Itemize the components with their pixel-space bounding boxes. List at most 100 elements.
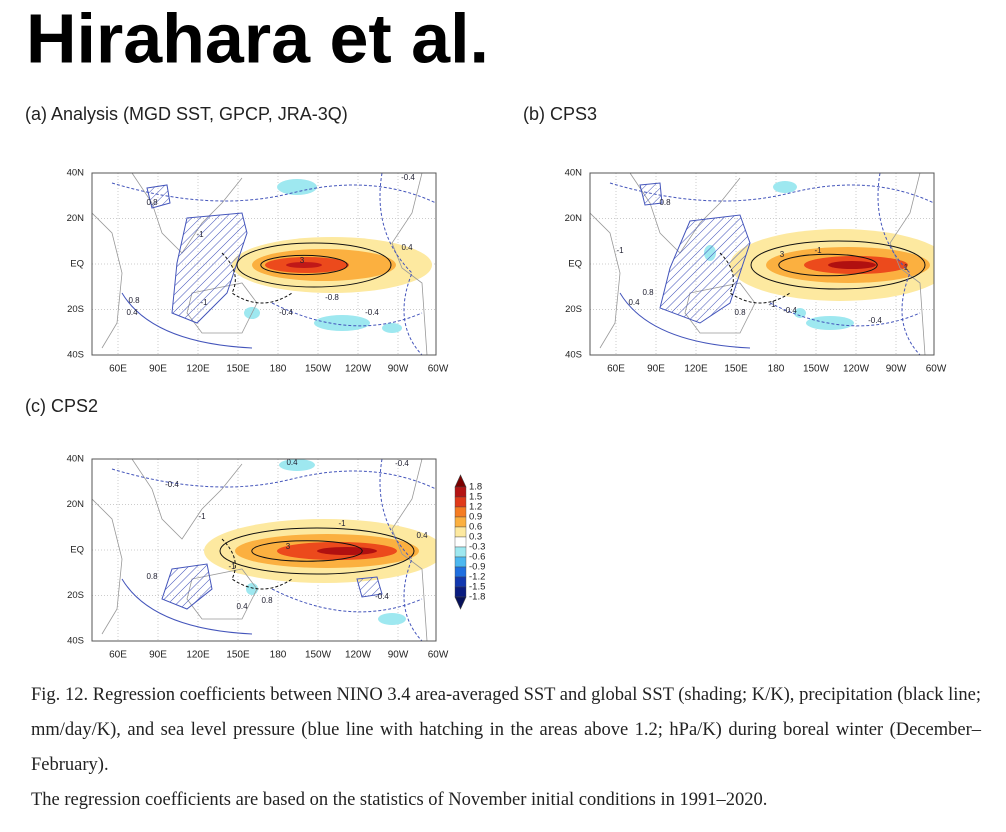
precip-contour <box>778 253 878 277</box>
lon-label: 180 <box>270 364 287 375</box>
lat-label: EQ <box>70 545 84 556</box>
colorbar-label: -1.2 <box>469 572 485 583</box>
contour-label: -0.4 <box>375 592 389 601</box>
lat-label: 20N <box>565 213 583 224</box>
lon-label: 90W <box>388 364 409 375</box>
slp-contour <box>769 302 921 327</box>
figure: Hirahara et al. (a) Analysis (MGD SST, G… <box>25 0 947 661</box>
contour-label: 0.4 <box>126 308 138 317</box>
lon-label: 120E <box>186 364 210 375</box>
lon-label: 60E <box>109 364 127 375</box>
lon-label: 60E <box>607 364 625 375</box>
lon-label: 120E <box>684 364 708 375</box>
colorbar-label: -0.9 <box>469 562 485 573</box>
lon-label: 60W <box>926 364 947 375</box>
contour-label: -0.4 <box>365 308 379 317</box>
contour-label: -0.8 <box>325 293 339 302</box>
map: 0.8-1 3 -10.80.40.8 -0.4-1-0.4140N20NEQ20S4… <box>565 168 947 375</box>
lon-label: 90E <box>149 650 167 661</box>
contour-label: -0.4 <box>401 173 415 182</box>
contour-label: 0.4 <box>628 298 640 307</box>
lon-label: 90E <box>149 364 167 375</box>
coastline <box>131 459 243 540</box>
colorbar-band <box>454 536 467 548</box>
slp-contour <box>877 173 921 355</box>
contour-label: 1 <box>904 263 909 272</box>
precip-contour <box>750 240 926 290</box>
slp-contour <box>111 182 436 204</box>
map-content: 0.8 -1 3 -1 0.8 0.4 -0.8 -0.4 -0.4 0.4 -0.4 <box>92 173 436 355</box>
contour-label: 0.8 <box>146 572 158 581</box>
sst-cool <box>773 181 797 193</box>
lon-label: 90W <box>388 650 409 661</box>
contour-label: -0.4 <box>395 459 409 468</box>
coastline <box>92 498 123 635</box>
slide-title: Hirahara et al. <box>26 0 489 77</box>
contour-label: 0.4 <box>401 243 413 252</box>
lon-label: 150E <box>724 364 748 375</box>
contour-label: 0.8 <box>128 296 140 305</box>
lon-label: 120E <box>186 650 210 661</box>
map-content: -0.4 0.4 -1 3 -1 -1 0.8 -0.4 0.8 0.4 -0.4 0.4 <box>92 459 436 641</box>
sst-shading <box>286 262 322 268</box>
lat-label: 40N <box>67 168 85 179</box>
contour-label: 0.4 <box>236 602 248 611</box>
contour-label: -0.4 <box>165 480 179 489</box>
caption-paragraph: The regression coefficients are based on… <box>31 790 768 810</box>
map-content: 0.8-1 3 -10.80.40.8 -0.4-1-0.41 <box>590 173 934 355</box>
lon-label: 90W <box>886 364 907 375</box>
panel-label: (c) CPS2 <box>25 396 98 416</box>
precip-contour <box>251 540 363 562</box>
slp-contour <box>111 468 436 490</box>
precip-contour <box>719 252 791 304</box>
contour-label: 0.8 <box>261 596 273 605</box>
colorbar-band <box>454 516 467 528</box>
contour-label: 3 <box>300 256 305 265</box>
lon-label: 150W <box>305 650 332 661</box>
precip-contour <box>221 252 293 304</box>
contour-label: -1 <box>196 230 204 239</box>
lon-label: 120W <box>843 364 870 375</box>
map-frame <box>91 172 437 356</box>
panel-label: (a) Analysis (MGD SST, GPCP, JRA-3Q) <box>25 104 348 124</box>
sst-shading <box>317 547 377 555</box>
contour-label: 0.4 <box>416 531 428 540</box>
lat-label: 20N <box>67 213 85 224</box>
colorbar-band <box>454 506 467 518</box>
lat-label: 20S <box>67 304 84 315</box>
precip-contour <box>221 538 293 590</box>
precip-contour <box>236 242 392 288</box>
contour-label: -0.4 <box>783 306 797 315</box>
colorbar-band <box>454 556 467 568</box>
contour-label: 3 <box>780 250 785 259</box>
precip-contour <box>219 527 415 575</box>
sst-cool <box>378 613 406 625</box>
lon-label: 150E <box>226 364 250 375</box>
lat-label: EQ <box>70 259 84 270</box>
slp-hatch <box>639 182 751 324</box>
lon-label: 150W <box>803 364 830 375</box>
sst-cool <box>314 315 370 331</box>
colorbar-label: 0.6 <box>469 522 482 533</box>
contour-label: -1 <box>338 519 346 528</box>
colorbar-end <box>454 474 467 488</box>
lon-label: 150W <box>305 364 332 375</box>
colorbar-label: 0.3 <box>469 532 482 543</box>
colorbar-label: -0.3 <box>469 542 485 553</box>
colorbar-label: -1.8 <box>469 592 485 603</box>
slp-hatch <box>161 563 383 610</box>
slp-contour <box>379 459 423 641</box>
colorbar-band <box>454 496 467 508</box>
colorbar-label: 1.8 <box>469 482 482 493</box>
slp-contour <box>271 302 423 327</box>
lat-label: 40S <box>67 636 84 647</box>
lat-label: 20S <box>67 590 84 601</box>
map-frame <box>589 172 935 356</box>
colorbar-label: 0.9 <box>469 512 482 523</box>
slp-contour <box>121 578 253 635</box>
coastline <box>92 212 123 349</box>
lon-label: 60W <box>428 364 449 375</box>
precip-contour <box>260 254 348 276</box>
